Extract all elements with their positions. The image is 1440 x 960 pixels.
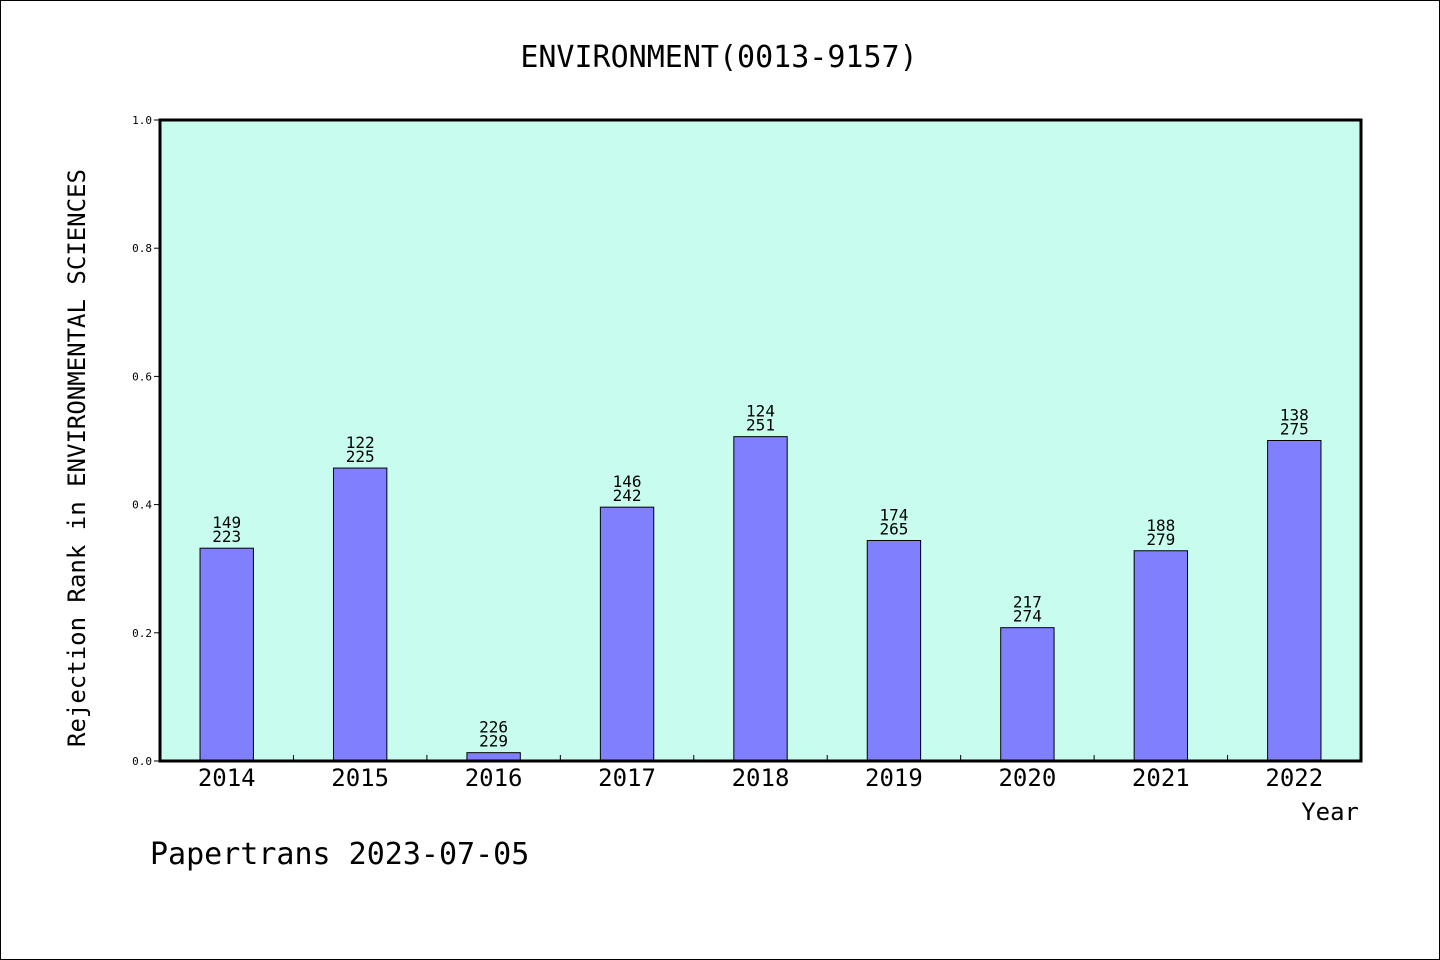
bars-group: [199, 436, 1322, 762]
bar-label-bottom: 265: [879, 519, 908, 538]
bar-2019: [866, 539, 922, 762]
bar-label-bottom: 251: [746, 416, 775, 435]
y-tick-label: 0.4: [132, 499, 152, 512]
bar-2018: [733, 436, 788, 762]
x-axis: 2014 2015 2016 2017 2018 2019 2020 2021 2022: [198, 755, 1323, 792]
bar-label-bottom: 229: [479, 732, 508, 751]
bar-label-top: 122: [346, 433, 375, 452]
y-tick-label: 0.6: [132, 370, 152, 383]
x-tick-label: 2022: [1265, 764, 1323, 792]
x-tick-label: 2017: [598, 764, 656, 792]
bar-2021: [1133, 550, 1189, 762]
y-tick-label: 0.8: [132, 242, 152, 255]
chart-title: ENVIRONMENT(0013-9157): [520, 40, 917, 75]
bar-label-top: 149: [212, 513, 241, 532]
bar-label-bottom: 225: [346, 447, 375, 466]
x-tick-label: 2014: [198, 764, 256, 792]
bar-label-bottom: 279: [1146, 530, 1175, 549]
x-tick-label: 2019: [865, 764, 923, 792]
y-axis: 0.0 0.2 0.4 0.6 0.8 1.0: [132, 114, 160, 768]
data-labels-group: 1492231222252262291462421242511742652172…: [212, 402, 1308, 751]
bar-label-top: 124: [746, 402, 775, 421]
bar-2014: [199, 547, 254, 762]
x-tick-label: 2020: [998, 764, 1056, 792]
bar-label-bottom: 242: [613, 486, 642, 505]
y-tick-label: 1.0: [132, 114, 152, 127]
y-tick-label: 0.0: [132, 755, 152, 768]
bar-2015: [332, 467, 388, 762]
footer-text: Papertrans 2023-07-05: [150, 837, 529, 872]
x-tick-label: 2016: [465, 764, 523, 792]
bar-label-top: 217: [1013, 593, 1042, 612]
bar-label-bottom: 275: [1280, 420, 1309, 439]
bar-2020: [1000, 627, 1055, 762]
x-axis-label: Year: [1301, 798, 1359, 826]
x-tick-label: 2018: [732, 764, 790, 792]
bar-label-top: 146: [613, 472, 642, 491]
plot-frame: [158, 118, 1363, 763]
bar-2017: [599, 506, 655, 762]
bar-label-top: 138: [1280, 406, 1309, 425]
bar-label-bottom: 274: [1013, 607, 1042, 626]
bar-label-top: 226: [479, 718, 508, 737]
x-tick-label: 2021: [1132, 764, 1190, 792]
bar-label-top: 188: [1146, 516, 1175, 535]
x-tick-label: 2015: [331, 764, 389, 792]
y-axis-label: Rejection Rank in ENVIRONMENTAL SCIENCES: [63, 169, 91, 747]
bar-label-bottom: 223: [212, 527, 241, 546]
y-tick-label: 0.2: [132, 627, 152, 640]
bar-2022: [1267, 440, 1322, 762]
bar-label-top: 174: [879, 505, 908, 524]
